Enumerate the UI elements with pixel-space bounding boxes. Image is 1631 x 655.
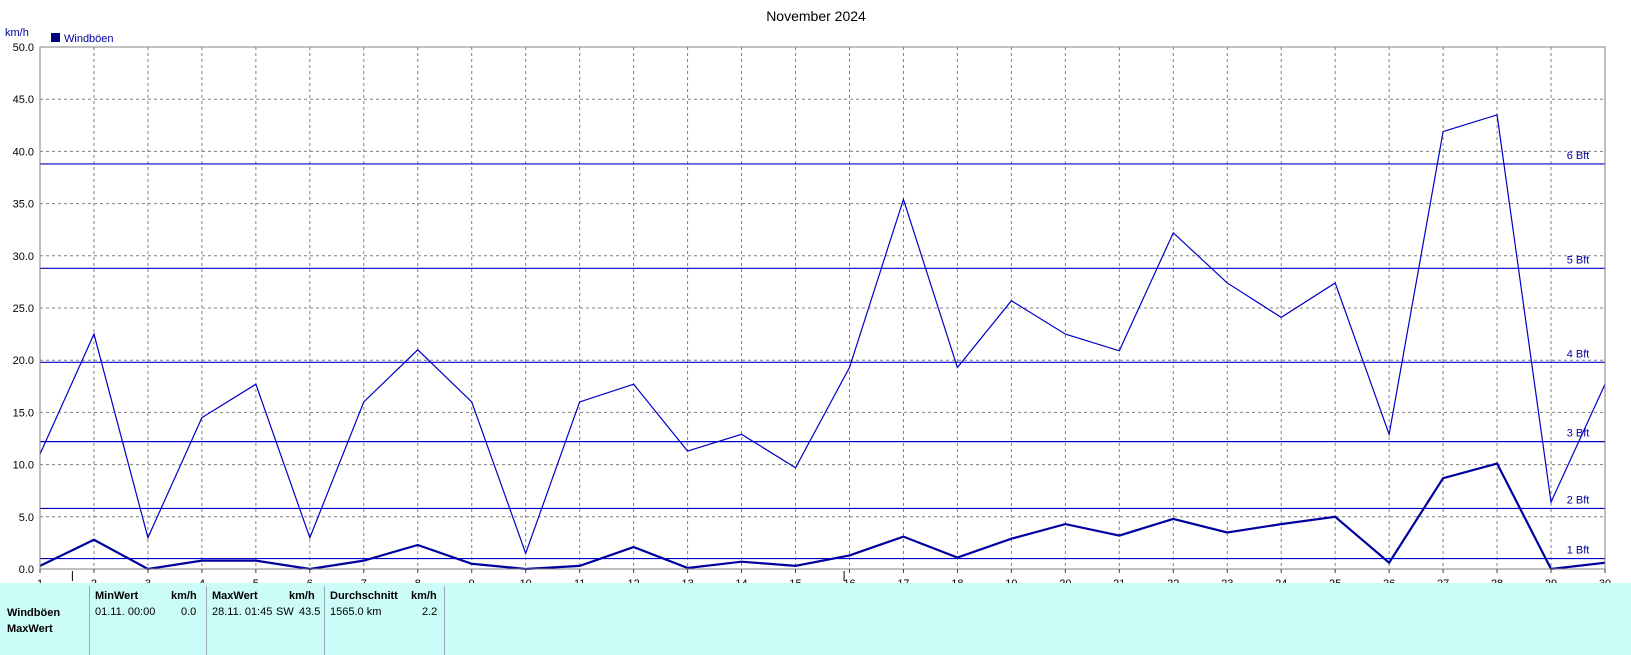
avg-header: Durchschnitt [330, 590, 398, 602]
y-tick-label: 50.0 [13, 42, 34, 54]
min-date: 01.11. 00:00 [95, 606, 156, 618]
x-tick-label: 18 [951, 578, 963, 583]
grid-lines [40, 47, 1605, 569]
x-tick-labels: 1234567891011121314151617181920212223242… [37, 569, 1611, 583]
x-tick-label: 28 [1491, 578, 1503, 583]
stats-row-label-2: MaxWert [7, 623, 53, 635]
y-tick-label: 15.0 [13, 407, 34, 419]
avg-distance: 1565.0 km [330, 606, 382, 618]
x-tick-label: 12 [627, 578, 639, 583]
y-axis-unit: km/h [5, 27, 29, 39]
x-tick-label: 11 [574, 578, 585, 583]
y-tick-label: 25.0 [13, 303, 34, 315]
beaufort-label: 2 Bft [1567, 494, 1590, 506]
stats-row-label: Windböen [7, 607, 61, 619]
series-line-windboeen [39, 114, 1606, 556]
x-tick-label: 9 [469, 578, 475, 583]
x-tick-label: 2 [91, 578, 97, 583]
min-value: 0.0 [181, 606, 197, 618]
y-tick-labels: 0.0 5.0 10.0 15.0 20.0 25.0 30.0 35.0 40.0 45.0 50… [13, 42, 34, 576]
max-cell: MaxWert km/h 28.11. 01:45 SW 43.5 [206, 586, 325, 655]
series-line-secondary [39, 462, 1606, 571]
legend-swatch [51, 33, 60, 42]
wind-gust-chart: November 2024 km/h Windböen 1 Bft 2 Bft 3 … [5, 8, 1611, 583]
beaufort-label: 3 Bft [1567, 428, 1590, 440]
x-tick-label: 20 [1059, 578, 1071, 583]
x-tick-label: 4 [199, 578, 205, 583]
x-tick-label: 26 [1383, 578, 1395, 583]
x-tick-label: 15 [789, 578, 801, 583]
x-tick-label: 14 [735, 578, 747, 583]
beaufort-label: 4 Bft [1567, 348, 1590, 360]
y-tick-label: 10.0 [13, 460, 34, 472]
x-tick-label: 7 [361, 578, 367, 583]
min-unit: km/h [171, 590, 197, 602]
max-unit: km/h [289, 590, 315, 602]
x-tick-label: 30 [1599, 578, 1611, 583]
avg-unit: km/h [411, 590, 437, 602]
x-tick-label: 23 [1221, 578, 1233, 583]
x-tick-label: 22 [1167, 578, 1179, 583]
max-value: 43.5 [299, 606, 321, 618]
x-tick-label: 17 [897, 578, 909, 583]
x-tick-label: 19 [1005, 578, 1017, 583]
x-tick-label: 3 [145, 578, 151, 583]
max-date: 28.11. 01:45 [212, 606, 273, 618]
y-tick-label: 20.0 [13, 355, 34, 367]
min-header: MinWert [95, 590, 139, 602]
statistics-panel: Windböen MaxWert MinWert km/h 01.11. 00:… [0, 583, 1631, 655]
x-tick-label: 21 [1113, 578, 1125, 583]
x-tick-label: 1 [37, 578, 43, 583]
beaufort-lines: 1 Bft 2 Bft 3 Bft 4 Bft 5 Bft 6 Bft [40, 150, 1605, 560]
x-tick-label: 27 [1437, 578, 1449, 583]
beaufort-label: 6 Bft [1567, 150, 1590, 162]
avg-value: 2.2 [422, 606, 438, 618]
legend-label: Windböen [64, 33, 114, 45]
y-tick-label: 35.0 [13, 199, 34, 211]
beaufort-label: 5 Bft [1567, 254, 1590, 266]
chart-title: November 2024 [766, 8, 866, 24]
moon-phase-markers: ●O [71, 571, 845, 581]
max-direction: SW [276, 606, 294, 618]
y-tick-label: 0.0 [19, 564, 34, 576]
min-cell: MinWert km/h 01.11. 00:00 0.0 [89, 586, 207, 655]
avg-cell: Durchschnitt km/h 1565.0 km 2.2 [324, 586, 445, 655]
x-tick-label: 6 [307, 578, 313, 583]
x-tick-label: 8 [415, 578, 421, 583]
x-tick-label: 29 [1545, 578, 1557, 583]
y-tick-label: 5.0 [19, 512, 34, 524]
x-tick-label: 16 [843, 578, 855, 583]
y-tick-label: 40.0 [13, 146, 34, 158]
x-tick-label: 13 [681, 578, 693, 583]
beaufort-label: 1 Bft [1567, 545, 1590, 557]
x-tick-label: 25 [1329, 578, 1341, 583]
series-lines [39, 114, 1606, 571]
x-tick-label: 24 [1275, 578, 1287, 583]
x-tick-label: 5 [253, 578, 259, 583]
x-tick-label: 10 [520, 578, 532, 583]
plot-frame [39, 46, 1606, 570]
y-tick-label: 45.0 [13, 94, 34, 106]
max-header: MaxWert [212, 590, 258, 602]
y-tick-label: 30.0 [13, 251, 34, 263]
